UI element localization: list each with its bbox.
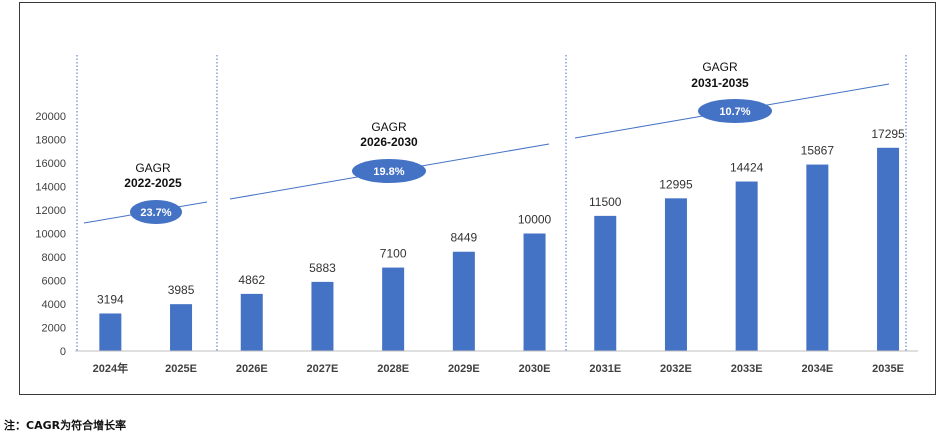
cagr-period: 2022-2025 — [124, 176, 182, 190]
data-label: 3985 — [168, 283, 195, 297]
y-tick-label: 20000 — [35, 111, 66, 123]
data-label: 11500 — [589, 195, 622, 209]
x-tick-label: 2030E — [519, 363, 551, 375]
y-tick-label: 0 — [60, 346, 66, 358]
data-label: 3194 — [97, 292, 124, 306]
x-tick-label: 2032E — [660, 363, 692, 375]
cagr-title: GAGR — [371, 120, 407, 134]
data-label: 7100 — [380, 247, 407, 261]
bar — [877, 147, 900, 351]
period-dividers — [76, 55, 907, 351]
bar — [311, 281, 334, 351]
y-tick-label: 2000 — [42, 323, 66, 335]
data-label: 15867 — [801, 144, 835, 158]
x-tick-label: 2029E — [448, 363, 480, 375]
y-tick-label: 14000 — [35, 182, 66, 194]
x-tick-label: 2033E — [731, 363, 763, 375]
cagr-badge — [352, 159, 426, 183]
data-label: 14424 — [730, 161, 764, 175]
bar — [806, 164, 829, 351]
data-label: 5883 — [309, 261, 336, 275]
data-label: 8449 — [450, 231, 477, 245]
bar — [170, 304, 193, 351]
cagr-title: GAGR — [702, 60, 738, 74]
bar-chart: 0 2000 4000 6000 8000 10000 12000 14000 16000 180… — [35, 55, 918, 375]
x-tick-label: 2031E — [589, 363, 621, 375]
cagr-rate: 19.8% — [373, 166, 404, 178]
bar — [382, 267, 405, 351]
data-label: 12995 — [659, 177, 693, 191]
data-label: 4862 — [238, 273, 265, 287]
footnote: 注：CAGR为符合增长率 — [4, 419, 127, 432]
cagr-annotations: 23.7%GAGR2022-202519.8%GAGR2026-203010.7… — [83, 60, 890, 224]
x-tick-label: 2024年 — [93, 361, 128, 375]
y-tick-label: 16000 — [35, 158, 66, 170]
y-tick-label: 8000 — [42, 252, 66, 264]
bar — [594, 215, 617, 351]
bar — [452, 251, 475, 351]
bar — [523, 233, 546, 351]
data-label: 10000 — [518, 213, 552, 227]
y-tick-label: 10000 — [35, 229, 66, 241]
x-tick-label: 2027E — [307, 363, 339, 375]
y-tick-label: 18000 — [35, 135, 66, 147]
x-tick-label: 2035E — [872, 363, 904, 375]
y-tick-label: 6000 — [42, 276, 66, 288]
cagr-title: GAGR — [135, 161, 171, 175]
bar — [99, 313, 122, 351]
cagr-period: 2026-2030 — [360, 135, 418, 149]
cagr-badge — [130, 200, 182, 224]
chart-frame: 0 2000 4000 6000 8000 10000 12000 14000 16000 180… — [19, 2, 936, 395]
cagr-rate: 23.7% — [140, 207, 171, 219]
y-tick-label: 4000 — [42, 299, 66, 311]
x-tick-label: 2028E — [377, 363, 409, 375]
bar — [735, 181, 758, 351]
bars: 3194 3985 4862 5883 7100 8449 10000 11500 12995 1… — [97, 127, 905, 351]
x-axis: 2024年 2025E 2026E 2027E 2028E 2029E 2030E 2031E… — [75, 350, 918, 375]
x-tick-label: 2025E — [165, 363, 197, 375]
cagr-badge — [698, 99, 772, 123]
y-tick-label: 12000 — [35, 205, 66, 217]
bar — [240, 293, 263, 351]
y-axis: 0 2000 4000 6000 8000 10000 12000 14000 16000 180… — [35, 111, 66, 358]
data-label: 17295 — [871, 127, 905, 141]
bar — [664, 198, 687, 351]
x-tick-label: 2026E — [236, 363, 268, 375]
x-tick-label: 2034E — [801, 363, 833, 375]
cagr-period: 2031-2035 — [691, 76, 749, 90]
cagr-rate: 10.7% — [719, 106, 750, 118]
